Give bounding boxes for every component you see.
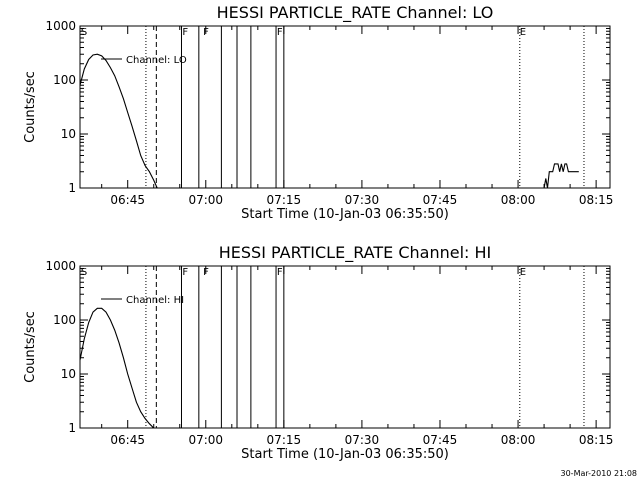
footer-timestamp: 30-Mar-2010 21:08 <box>561 469 638 478</box>
chart1-xtick-label: 07:30 <box>345 193 380 207</box>
chart2-xtick-label: 07:00 <box>188 433 223 447</box>
chart1-legend-label: Channel: LO <box>126 55 187 66</box>
chart1-flag-letter: F <box>277 27 283 38</box>
chart2-ytick-label: 100 <box>53 313 76 327</box>
chart1-xtick-label: 07:15 <box>267 193 302 207</box>
chart2-legend-label: Channel: HI <box>126 295 184 306</box>
chart1-xtick-label: 08:00 <box>501 193 536 207</box>
chart1-ylabel: Counts/sec <box>23 71 38 143</box>
chart2-title: HESSI PARTICLE_RATE Channel: HI <box>219 243 492 263</box>
chart1-ytick-label: 10 <box>61 127 76 141</box>
chart2-xtick-label: 07:15 <box>267 433 302 447</box>
chart2-ytick-label: 10 <box>61 367 76 381</box>
chart1-xtick-label: 08:15 <box>579 193 614 207</box>
chart1-flag-letter: F <box>182 27 188 38</box>
chart2-xtick-label: 07:45 <box>423 433 458 447</box>
chart1-series-1-line <box>79 53 158 189</box>
chart1-ytick-label: 1000 <box>45 19 76 33</box>
chart1-xtick-label: 06:45 <box>110 193 145 207</box>
chart2-flag-letter: F <box>277 267 283 278</box>
chart2-xtick-label: 07:30 <box>345 433 380 447</box>
chart2-group: HESSI PARTICLE_RATE Channel: HI 1 10 100 100… <box>23 243 613 462</box>
chart2-flag-letter: E <box>520 267 526 278</box>
chart1-title: HESSI PARTICLE_RATE Channel: LO <box>217 3 494 23</box>
chart1-series-2-line <box>543 163 579 189</box>
chart2-ytick-label: 1000 <box>45 259 76 273</box>
chart1-frame <box>79 25 611 189</box>
chart2-xtick-label: 08:00 <box>501 433 536 447</box>
chart1-flag-letter: F <box>203 27 209 38</box>
chart2-flag-letter: F <box>203 267 209 278</box>
chart2-series-1-line <box>79 307 155 429</box>
chart2-frame <box>79 265 611 429</box>
chart2-xlabel: Start Time (10-Jan-03 06:35:50) <box>241 447 449 462</box>
chart2-ytick-label: 1 <box>68 421 76 435</box>
chart1-xtick-label: 07:45 <box>423 193 458 207</box>
chart1-xtick-label: 07:00 <box>188 193 223 207</box>
chart2-flag-letter: S <box>81 267 87 278</box>
chart2-xtick-label: 08:15 <box>579 433 614 447</box>
chart1-flag-letter: S <box>81 27 87 38</box>
chart1-ytick-label: 1 <box>68 181 76 195</box>
chart2-flag-letter: F <box>182 267 188 278</box>
chart2-xtick-label: 06:45 <box>110 433 145 447</box>
chart1-ytick-label: 100 <box>53 73 76 87</box>
chart2-ylabel: Counts/sec <box>23 311 38 383</box>
chart1-group: HESSI PARTICLE_RATE Channel: LO 1 10 100 100… <box>23 3 613 222</box>
chart1-xlabel: Start Time (10-Jan-03 06:35:50) <box>241 207 449 222</box>
chart1-flag-letter: E <box>520 27 526 38</box>
